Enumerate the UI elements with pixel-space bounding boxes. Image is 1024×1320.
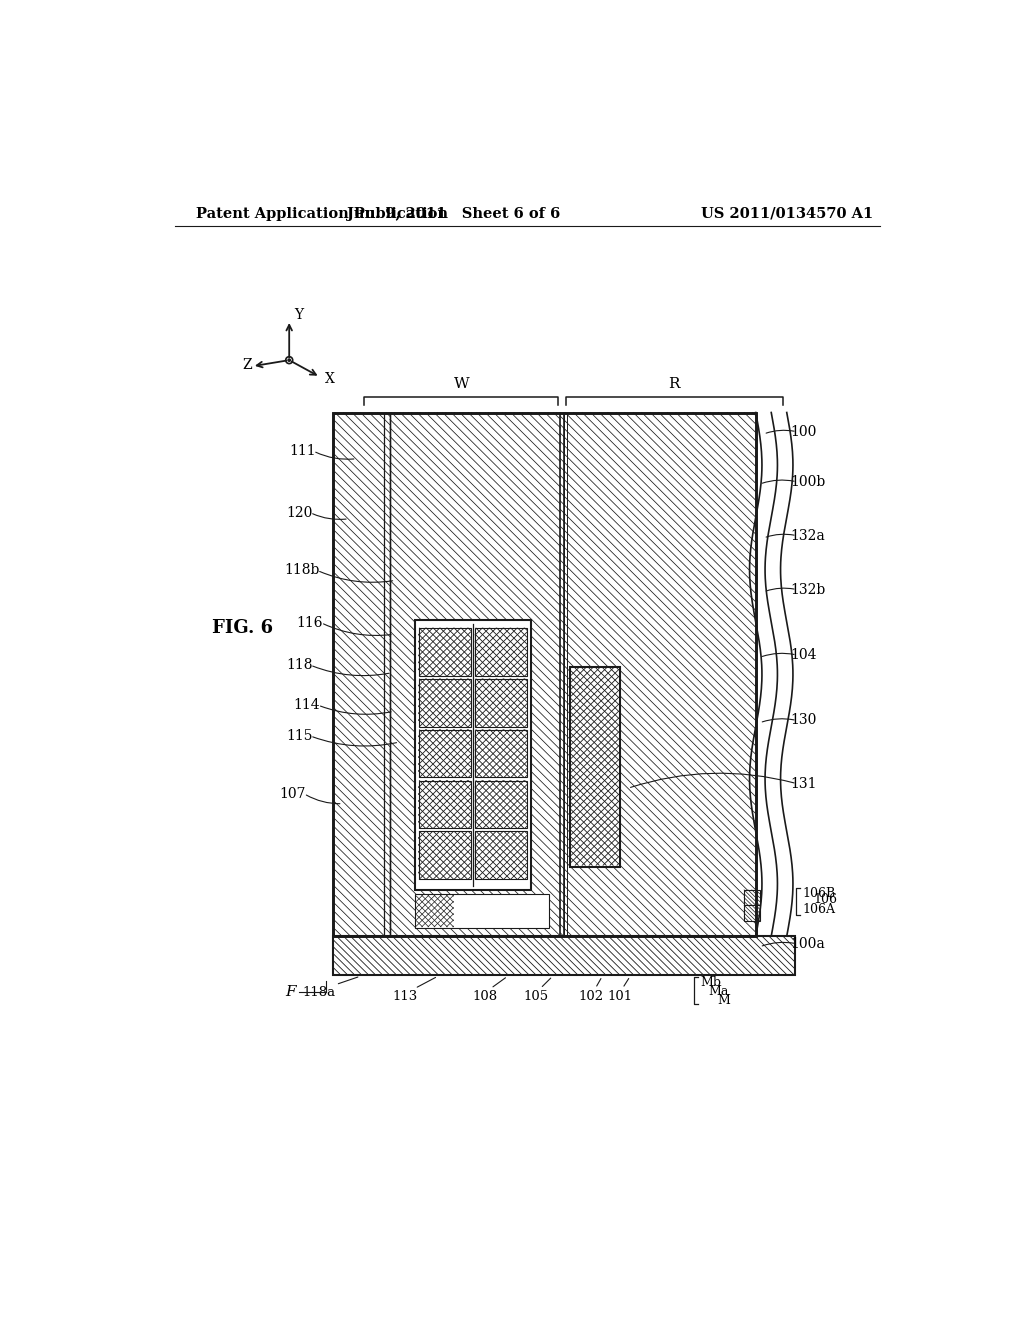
Text: 111: 111	[289, 444, 315, 458]
Bar	[419, 780, 471, 829]
Text: Ma: Ma	[709, 985, 729, 998]
Bar	[569, 667, 621, 867]
Bar	[419, 678, 471, 726]
Bar	[415, 620, 531, 890]
Bar	[334, 413, 756, 936]
Text: Mb: Mb	[700, 975, 721, 989]
Text: X: X	[325, 372, 335, 387]
Text: 100b: 100b	[791, 475, 826, 488]
Text: 130: 130	[791, 714, 817, 727]
Text: W: W	[454, 378, 469, 391]
Text: 118a: 118a	[303, 986, 336, 999]
Text: R: R	[669, 378, 680, 391]
Bar	[475, 780, 527, 829]
Text: 105: 105	[524, 990, 549, 1003]
Bar	[334, 936, 795, 974]
Text: 107: 107	[280, 787, 306, 801]
Text: 104: 104	[791, 648, 817, 663]
Text: 100: 100	[791, 425, 817, 438]
Text: 102: 102	[579, 990, 604, 1003]
Bar	[419, 628, 471, 676]
Text: F: F	[286, 985, 296, 998]
Text: 106B: 106B	[802, 887, 836, 900]
Bar	[563, 413, 756, 936]
Bar	[390, 413, 560, 936]
Text: 115: 115	[286, 729, 312, 743]
Text: 113: 113	[393, 990, 418, 1003]
Text: 101: 101	[607, 990, 633, 1003]
Text: 132a: 132a	[791, 529, 825, 543]
Bar	[415, 894, 549, 928]
Text: 106: 106	[814, 894, 838, 907]
Text: 131: 131	[791, 776, 817, 791]
Bar	[475, 678, 527, 726]
Bar	[569, 667, 621, 867]
Bar	[419, 730, 471, 777]
Text: 118b: 118b	[284, 564, 319, 577]
Text: Jun. 9, 2011   Sheet 6 of 6: Jun. 9, 2011 Sheet 6 of 6	[347, 207, 560, 220]
Text: 108: 108	[472, 990, 497, 1003]
Bar	[475, 628, 527, 676]
Text: FIG. 6: FIG. 6	[212, 619, 273, 638]
Text: M: M	[717, 994, 730, 1007]
Bar	[334, 936, 795, 974]
Bar	[744, 906, 760, 921]
Text: 118: 118	[286, 659, 312, 672]
Text: Z: Z	[243, 358, 252, 372]
Bar	[334, 413, 756, 936]
Bar	[419, 832, 471, 879]
Bar	[415, 620, 531, 890]
Text: 114: 114	[294, 698, 321, 711]
Bar	[475, 832, 527, 879]
Bar	[475, 730, 527, 777]
Text: Patent Application Publication: Patent Application Publication	[197, 207, 449, 220]
Text: US 2011/0134570 A1: US 2011/0134570 A1	[700, 207, 872, 220]
Text: 132b: 132b	[791, 582, 826, 597]
Text: 120: 120	[286, 506, 312, 520]
Bar	[744, 890, 760, 906]
Text: 106A: 106A	[802, 903, 836, 916]
Text: Y: Y	[294, 309, 303, 322]
Bar	[334, 413, 756, 936]
Circle shape	[288, 359, 291, 362]
Text: 116: 116	[297, 615, 324, 630]
Text: 100a: 100a	[791, 937, 825, 950]
